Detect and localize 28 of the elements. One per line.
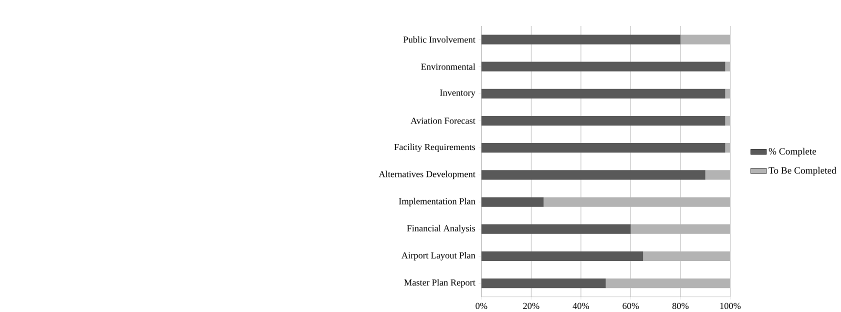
y-tick-label: Airport Layout Plan (402, 252, 476, 260)
y-tick-label: Inventory (440, 90, 476, 98)
legend-label: To Be Completed (768, 166, 836, 176)
bar (481, 170, 706, 180)
bar (481, 34, 680, 44)
bar (481, 197, 544, 207)
y-tick-label: Alternatives Development (378, 170, 476, 180)
y-tick-label: Implementation Plan (398, 198, 476, 206)
y-tick-label: Master Plan Report (404, 279, 476, 288)
y-tick-label: Public Involvement (403, 36, 476, 43)
legend-label: % Complete (768, 148, 816, 156)
bar (481, 278, 606, 288)
y-tick-label: Environmental (421, 63, 476, 70)
y-tick-label: Facility Requirements (394, 144, 476, 152)
x-tick-label: 100% (720, 302, 741, 309)
x-tick-label: 40% (572, 302, 590, 309)
bar (481, 251, 644, 261)
y-tick-label: Financial Analysis (407, 224, 476, 234)
x-tick-label: 60% (622, 302, 639, 309)
bar (481, 224, 631, 234)
bar (481, 62, 726, 72)
x-tick-label: 20% (523, 302, 540, 309)
y-tick-label: Aviation Forecast (410, 118, 476, 124)
x-tick-label: 0% (476, 302, 488, 309)
bar (481, 142, 726, 153)
bar (481, 116, 726, 126)
bar (481, 88, 726, 98)
x-tick-label: 80% (672, 302, 689, 309)
